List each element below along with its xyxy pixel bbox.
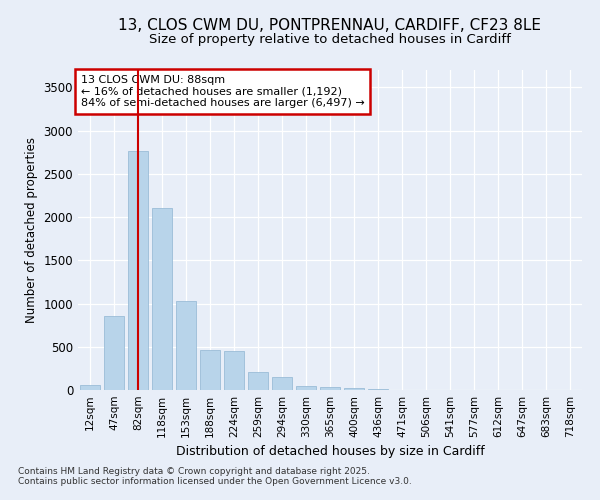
Bar <box>248 372 268 390</box>
Bar <box>80 385 100 390</box>
Bar <box>128 152 148 390</box>
Bar <box>296 386 316 390</box>
Text: Contains public sector information licensed under the Open Government Licence v3: Contains public sector information licen… <box>18 477 412 486</box>
Bar <box>152 208 172 390</box>
Text: Contains HM Land Registry data © Crown copyright and database right 2025.: Contains HM Land Registry data © Crown c… <box>18 467 370 476</box>
Bar <box>176 301 196 390</box>
Bar <box>200 350 220 390</box>
Bar <box>272 377 292 390</box>
X-axis label: Distribution of detached houses by size in Cardiff: Distribution of detached houses by size … <box>176 446 484 458</box>
Text: 13, CLOS CWM DU, PONTPRENNAU, CARDIFF, CF23 8LE: 13, CLOS CWM DU, PONTPRENNAU, CARDIFF, C… <box>119 18 542 32</box>
Bar <box>224 351 244 390</box>
Bar <box>344 388 364 390</box>
Text: 13 CLOS CWM DU: 88sqm
← 16% of detached houses are smaller (1,192)
84% of semi-d: 13 CLOS CWM DU: 88sqm ← 16% of detached … <box>80 75 364 108</box>
Bar <box>368 389 388 390</box>
Text: Size of property relative to detached houses in Cardiff: Size of property relative to detached ho… <box>149 32 511 46</box>
Bar <box>104 316 124 390</box>
Bar <box>320 388 340 390</box>
Y-axis label: Number of detached properties: Number of detached properties <box>25 137 38 323</box>
